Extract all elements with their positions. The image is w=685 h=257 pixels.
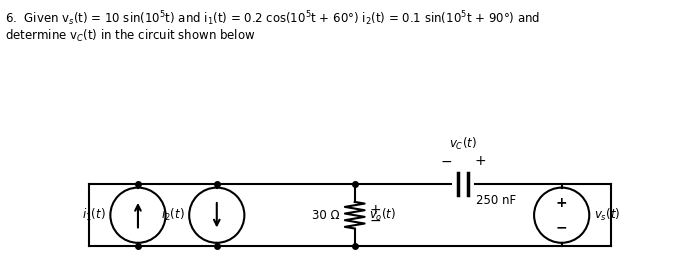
Text: $v_C(t)$: $v_C(t)$ — [449, 135, 477, 152]
Text: +: + — [556, 196, 567, 210]
Text: 6.  Given v$_s$(t) = 10 sin(10$^5$t) and i$_1$(t) = 0.2 cos(10$^5$t + 60°) i$_2$: 6. Given v$_s$(t) = 10 sin(10$^5$t) and … — [5, 10, 540, 29]
Text: $i_1(t)$: $i_1(t)$ — [82, 207, 105, 223]
Text: −: − — [369, 214, 381, 228]
Text: $v_o(t)$: $v_o(t)$ — [369, 207, 396, 223]
Text: +: + — [474, 154, 486, 168]
Text: −: − — [440, 154, 452, 168]
Text: determine v$_C$(t) in the circuit shown below: determine v$_C$(t) in the circuit shown … — [5, 27, 256, 44]
Text: −: − — [556, 221, 567, 235]
Text: $v_s(t)$: $v_s(t)$ — [594, 207, 621, 223]
Text: $i_2(t)$: $i_2(t)$ — [160, 207, 184, 223]
Text: 250 nF: 250 nF — [476, 194, 516, 207]
Text: 30 Ω: 30 Ω — [312, 209, 340, 222]
Text: +: + — [369, 203, 381, 217]
